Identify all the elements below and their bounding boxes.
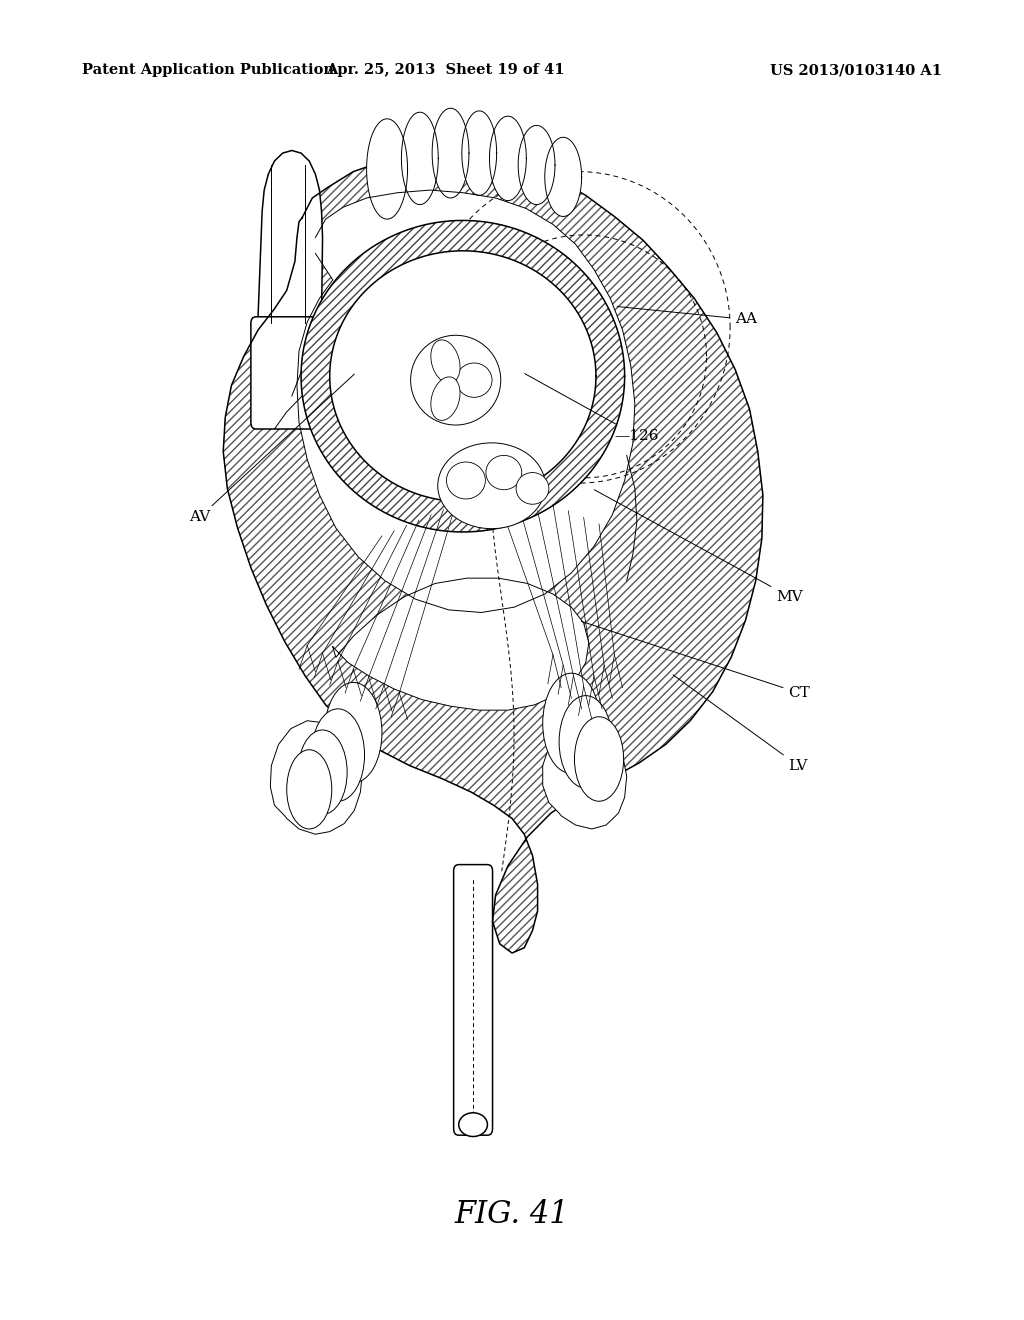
Text: LV: LV <box>673 675 808 772</box>
Ellipse shape <box>459 1113 487 1137</box>
Ellipse shape <box>516 473 549 504</box>
Ellipse shape <box>411 335 501 425</box>
Text: AA: AA <box>617 306 757 326</box>
Ellipse shape <box>431 341 460 383</box>
Ellipse shape <box>545 137 582 216</box>
FancyBboxPatch shape <box>251 317 327 429</box>
Ellipse shape <box>325 682 382 783</box>
Ellipse shape <box>401 112 438 205</box>
Polygon shape <box>297 190 635 612</box>
Ellipse shape <box>574 717 624 801</box>
Ellipse shape <box>559 696 612 788</box>
Ellipse shape <box>311 709 365 801</box>
Text: AV: AV <box>188 374 354 524</box>
Polygon shape <box>338 306 592 491</box>
Ellipse shape <box>367 119 408 219</box>
Text: US 2013/0103140 A1: US 2013/0103140 A1 <box>770 63 942 78</box>
Ellipse shape <box>298 730 347 814</box>
Polygon shape <box>223 156 763 953</box>
Text: FIG. 41: FIG. 41 <box>455 1199 569 1230</box>
Ellipse shape <box>287 750 332 829</box>
Ellipse shape <box>518 125 555 205</box>
Ellipse shape <box>301 220 625 532</box>
Text: Patent Application Publication: Patent Application Publication <box>82 63 334 78</box>
Ellipse shape <box>438 444 545 528</box>
Polygon shape <box>256 150 323 330</box>
Polygon shape <box>270 721 362 834</box>
Text: Apr. 25, 2013  Sheet 19 of 41: Apr. 25, 2013 Sheet 19 of 41 <box>327 63 564 78</box>
Ellipse shape <box>489 116 526 201</box>
Text: CT: CT <box>582 622 810 700</box>
Text: MV: MV <box>594 490 803 603</box>
Ellipse shape <box>432 108 469 198</box>
Text: —126: —126 <box>524 374 658 442</box>
Ellipse shape <box>485 455 521 490</box>
Ellipse shape <box>543 673 600 774</box>
Ellipse shape <box>330 251 596 502</box>
Ellipse shape <box>457 363 493 397</box>
Polygon shape <box>333 578 589 710</box>
Ellipse shape <box>431 378 460 420</box>
Ellipse shape <box>462 111 497 195</box>
FancyBboxPatch shape <box>454 865 493 1135</box>
Ellipse shape <box>446 462 485 499</box>
Polygon shape <box>543 726 627 829</box>
